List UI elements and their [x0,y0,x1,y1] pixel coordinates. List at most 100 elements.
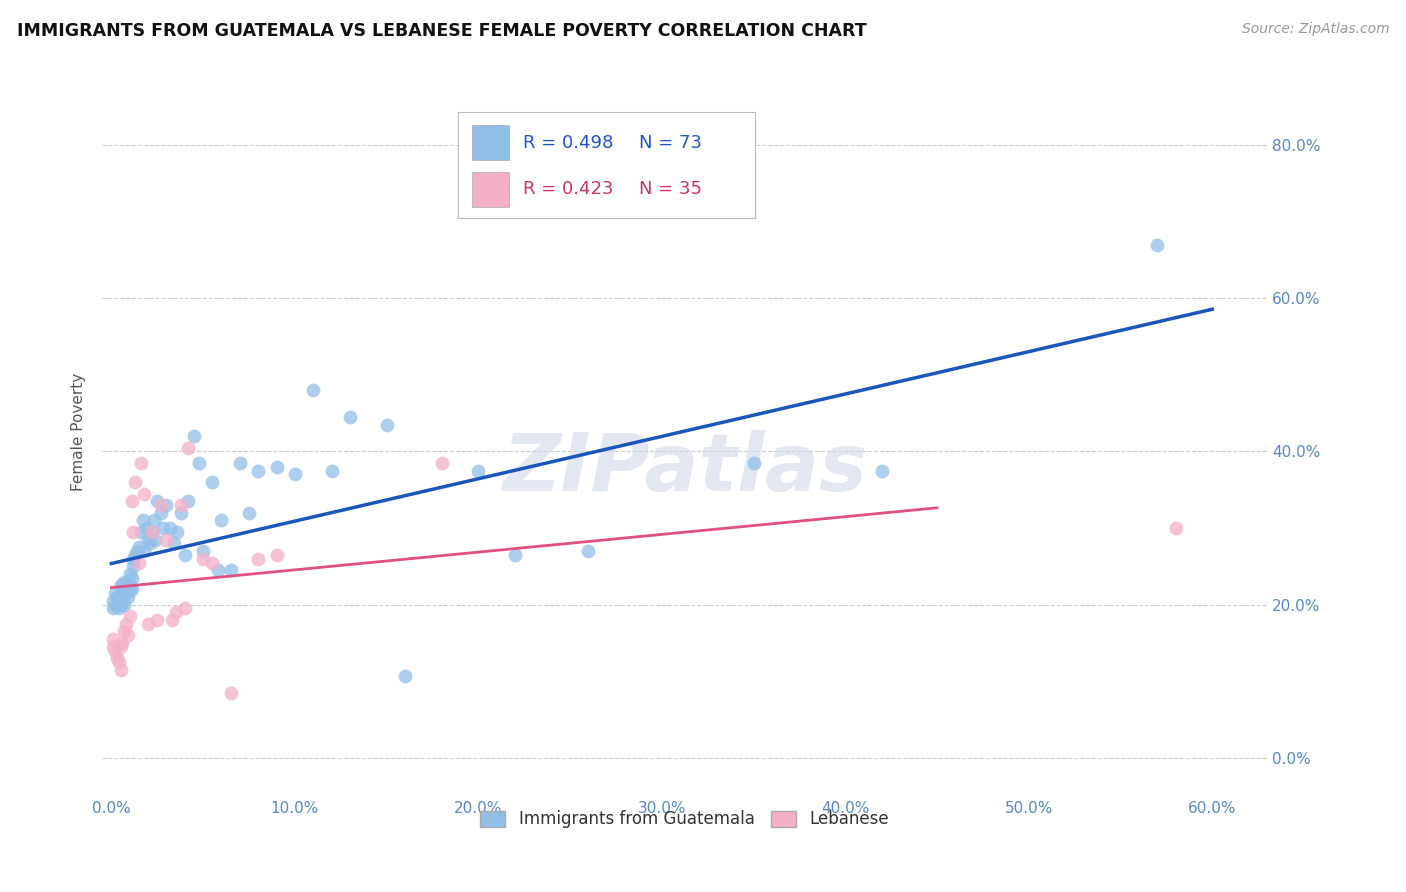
Point [121,571,143,585]
Text: IMMIGRANTS FROM GUATEMALA VS LEBANESE FEMALE POVERTY CORRELATION CHART: IMMIGRANTS FROM GUATEMALA VS LEBANESE FE… [17,22,866,40]
Point [160,613,183,627]
Point [107,590,129,604]
Point [302,383,325,397]
Point [284,467,307,482]
Point [170,498,193,512]
Point [430,456,453,470]
Point [107,601,129,615]
Point [155,498,177,512]
Point [149,506,172,520]
Point [118,566,141,581]
Point [211,513,233,527]
Point [191,551,214,566]
Point [163,536,186,550]
Point [191,544,214,558]
Point [105,590,128,604]
Point [155,533,177,547]
Point [134,486,156,500]
FancyBboxPatch shape [457,112,755,218]
Point [112,574,135,589]
Point [166,524,188,539]
Point [117,628,139,642]
Point [118,582,141,597]
Point [177,441,200,455]
Point [112,586,135,600]
Point [219,686,242,700]
Point [104,643,127,657]
Point [103,632,125,646]
Point [146,613,169,627]
Point [110,663,132,677]
Point [141,524,163,539]
Point [141,524,163,539]
Point [229,456,252,470]
Point [118,609,141,624]
Point [146,494,169,508]
Text: R = 0.423: R = 0.423 [523,180,613,198]
Text: N = 35: N = 35 [640,180,703,198]
Point [115,586,138,600]
Point [139,536,162,550]
Point [165,605,187,619]
Text: N = 73: N = 73 [640,134,703,152]
Point [110,598,132,612]
Point [1146,237,1168,252]
Y-axis label: Female Poverty: Female Poverty [72,373,86,491]
Point [129,456,152,470]
Point [111,586,134,600]
Point [110,640,132,654]
Point [188,456,211,470]
Point [170,506,193,520]
Point [134,544,156,558]
Point [339,409,361,424]
Point [131,513,153,527]
Point [103,594,125,608]
Point [201,475,224,489]
Point [135,521,157,535]
Point [207,563,229,577]
Legend: Immigrants from Guatemala, Lebanese: Immigrants from Guatemala, Lebanese [474,804,896,835]
Point [142,513,165,527]
Point [145,533,167,547]
Point [112,598,135,612]
Text: R = 0.498: R = 0.498 [523,134,613,152]
Point [121,494,143,508]
Point [121,582,143,597]
Point [394,669,416,683]
Point [136,533,159,547]
FancyBboxPatch shape [471,125,509,161]
Point [110,578,132,592]
Point [503,548,526,562]
Point [177,494,200,508]
Point [136,616,159,631]
Point [122,551,145,566]
Point [128,556,150,570]
Point [201,556,224,570]
Point [152,521,174,535]
Point [103,640,125,654]
Point [112,624,135,639]
Point [578,544,600,558]
Point [115,578,138,592]
Point [129,524,152,539]
Point [159,521,181,535]
Point [742,456,765,470]
Point [122,524,145,539]
Point [105,598,128,612]
Point [247,464,270,478]
Point [110,586,132,600]
Point [118,578,141,592]
Point [117,590,139,604]
Point [266,459,288,474]
Point [173,548,195,562]
Point [266,548,288,562]
Point [124,475,146,489]
Point [117,574,139,589]
Point [122,559,145,574]
Point [103,601,125,615]
Point [107,655,129,669]
Point [111,636,134,650]
Point [467,464,489,478]
Point [111,578,134,592]
Point [238,506,260,520]
